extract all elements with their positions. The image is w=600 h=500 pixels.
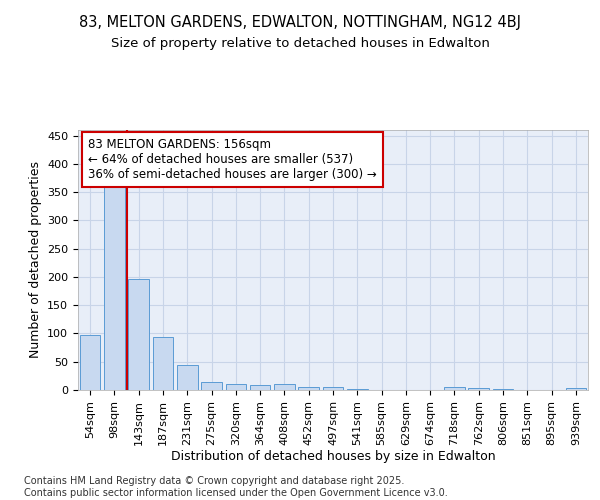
Bar xyxy=(80,334,100,390)
Bar xyxy=(250,386,271,390)
Y-axis label: Number of detached properties: Number of detached properties xyxy=(29,162,41,358)
Bar xyxy=(226,384,246,390)
Bar xyxy=(152,337,173,390)
Bar xyxy=(444,387,465,390)
Bar xyxy=(201,382,222,390)
Bar xyxy=(566,388,586,390)
X-axis label: Distribution of detached houses by size in Edwalton: Distribution of detached houses by size … xyxy=(170,450,496,464)
Bar xyxy=(469,388,489,390)
Bar xyxy=(274,384,295,390)
Bar xyxy=(128,279,149,390)
Bar xyxy=(177,364,197,390)
Bar xyxy=(298,386,319,390)
Bar xyxy=(323,386,343,390)
Text: Contains HM Land Registry data © Crown copyright and database right 2025.
Contai: Contains HM Land Registry data © Crown c… xyxy=(24,476,448,498)
Text: 83 MELTON GARDENS: 156sqm
← 64% of detached houses are smaller (537)
36% of semi: 83 MELTON GARDENS: 156sqm ← 64% of detac… xyxy=(88,138,377,181)
Text: 83, MELTON GARDENS, EDWALTON, NOTTINGHAM, NG12 4BJ: 83, MELTON GARDENS, EDWALTON, NOTTINGHAM… xyxy=(79,15,521,30)
Text: Size of property relative to detached houses in Edwalton: Size of property relative to detached ho… xyxy=(110,38,490,51)
Bar xyxy=(104,184,125,390)
Bar xyxy=(347,389,368,390)
